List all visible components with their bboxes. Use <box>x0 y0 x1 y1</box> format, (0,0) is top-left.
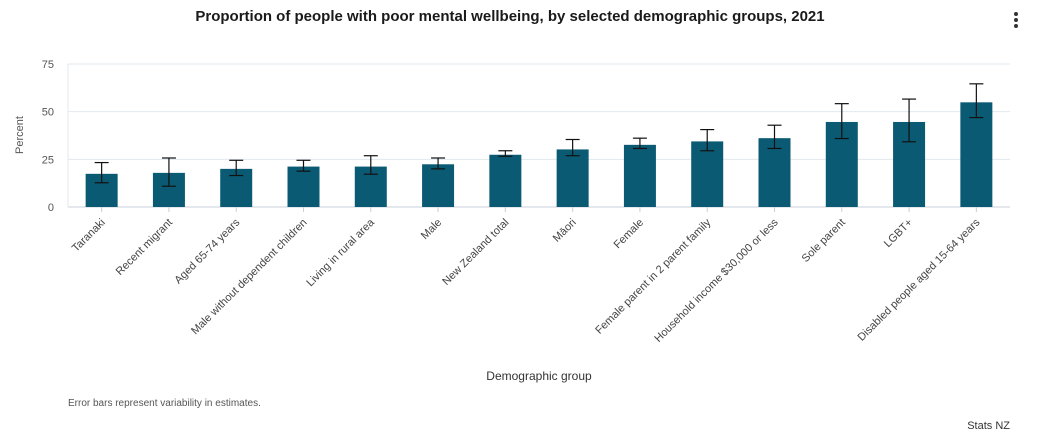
x-axis-label: Demographic group <box>486 369 592 383</box>
bar-chart: Percent Demographic group 0 25 50 75 Taranak… <box>14 59 1010 383</box>
x-tick-label: Sole parent <box>800 217 848 265</box>
bar <box>556 149 589 207</box>
y-tick-label: 50 <box>42 107 54 119</box>
bar <box>758 138 791 207</box>
x-tick-label: Disabled people aged 15-64 years <box>856 216 983 343</box>
bar <box>691 141 724 207</box>
x-tick-label: Living in rural area <box>304 216 377 289</box>
x-tick-label: Female parent in 2 parent family <box>593 216 713 336</box>
x-tick-label: Male without dependent children <box>189 217 309 337</box>
chart-title: Proportion of people with poor mental we… <box>195 8 825 25</box>
y-tick-label: 0 <box>48 202 54 214</box>
y-tick-label: 25 <box>42 154 54 166</box>
x-tick-label: Recent migrant <box>114 217 175 278</box>
bar <box>623 144 656 207</box>
x-tick-label: Male <box>419 217 444 242</box>
x-tick-label: Household income $30,000 or less <box>652 216 781 345</box>
x-tick-label: LGBT+ <box>882 217 915 250</box>
bar <box>287 166 320 207</box>
bar <box>960 102 993 207</box>
x-tick-label: Māori <box>551 217 579 245</box>
bar <box>422 164 455 207</box>
x-tick-label: New Zealand total <box>440 217 511 288</box>
x-tick-label: Aged 65-74 years <box>172 216 242 286</box>
y-tick-label: 75 <box>42 59 54 71</box>
bar <box>489 154 522 207</box>
y-axis-label: Percent <box>14 116 26 154</box>
x-tick-label: Female <box>612 217 646 251</box>
source-label: Stats NZ <box>967 420 1010 432</box>
x-tick-label: Taranaki <box>70 217 108 255</box>
more-options-icon[interactable] <box>1012 10 1020 30</box>
footnote: Error bars represent variability in esti… <box>68 398 261 409</box>
